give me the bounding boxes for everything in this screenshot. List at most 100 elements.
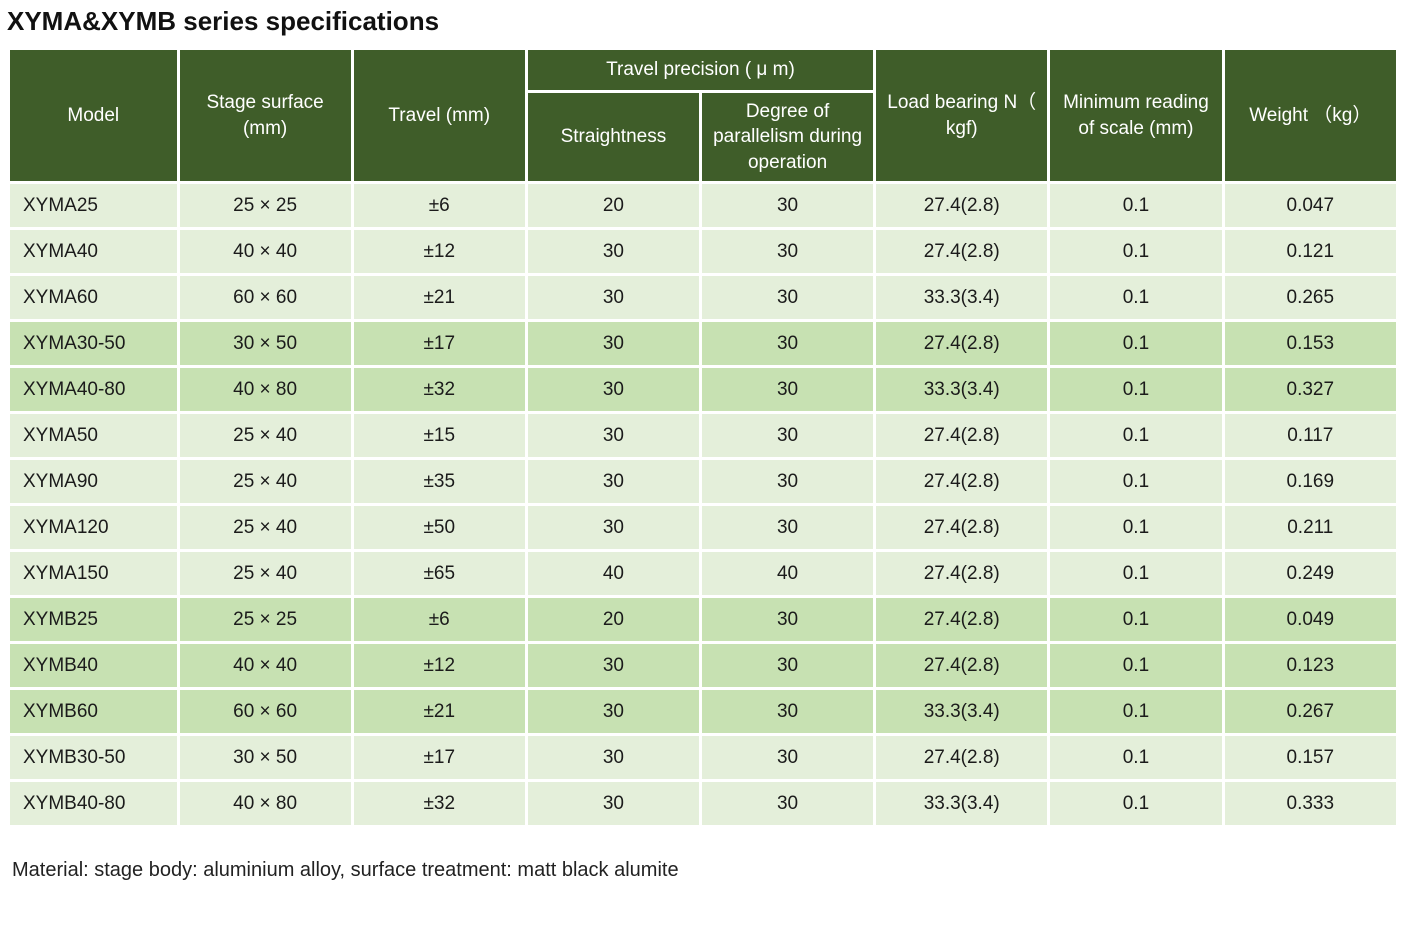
cell-straightness: 30 (527, 322, 699, 365)
cell-straightness: 30 (527, 736, 699, 779)
cell-reading: 0.1 (1050, 644, 1222, 687)
col-header-straightness: Straightness (527, 93, 699, 181)
cell-reading: 0.1 (1050, 276, 1222, 319)
cell-travel: ±32 (353, 782, 525, 825)
cell-travel: ±17 (353, 322, 525, 365)
table-row: XYMA40 40 × 40 ±12 30 30 27.4(2.8) 0.1 0.121 (10, 230, 1396, 273)
col-header-stage-surface: Stage surface (mm) (179, 50, 351, 181)
cell-straightness: 20 (527, 184, 699, 227)
cell-surface: 30 × 50 (179, 736, 351, 779)
cell-straightness: 30 (527, 460, 699, 503)
cell-reading: 0.1 (1050, 322, 1222, 365)
header-row-1: Model Stage surface (mm) Travel (mm) Tra… (10, 50, 1396, 181)
col-header-weight: Weight （kg） (1224, 50, 1396, 181)
cell-travel: ±17 (353, 736, 525, 779)
cell-load: 27.4(2.8) (876, 552, 1048, 595)
table-row: XYMB40 40 × 40 ±12 30 30 27.4(2.8) 0.1 0.123 (10, 644, 1396, 687)
cell-surface: 60 × 60 (179, 276, 351, 319)
cell-travel: ±50 (353, 506, 525, 549)
table-row: XYMA60 60 × 60 ±21 30 30 33.3(3.4) 0.1 0.265 (10, 276, 1396, 319)
cell-load: 33.3(3.4) (876, 690, 1048, 733)
cell-parallelism: 30 (701, 598, 874, 641)
table-row: XYMA150 25 × 40 ±65 40 40 27.4(2.8) 0.1 0.249 (10, 552, 1396, 595)
cell-load: 27.4(2.8) (876, 184, 1048, 227)
cell-straightness: 30 (527, 414, 699, 457)
cell-model: XYMA40-80 (10, 368, 177, 411)
cell-reading: 0.1 (1050, 506, 1222, 549)
cell-parallelism: 30 (701, 736, 874, 779)
col-header-travel-precision-group: Travel precision ( μ m) (527, 50, 874, 90)
cell-weight: 0.123 (1224, 644, 1396, 687)
col-header-model: Model (10, 50, 177, 181)
cell-reading: 0.1 (1050, 414, 1222, 457)
cell-travel: ±21 (353, 690, 525, 733)
table-row: XYMA90 25 × 40 ±35 30 30 27.4(2.8) 0.1 0.169 (10, 460, 1396, 503)
cell-weight: 0.049 (1224, 598, 1396, 641)
cell-model: XYMB40 (10, 644, 177, 687)
table-row: XYMA120 25 × 40 ±50 30 30 27.4(2.8) 0.1 0.211 (10, 506, 1396, 549)
cell-parallelism: 30 (701, 782, 874, 825)
cell-parallelism: 30 (701, 230, 874, 273)
cell-straightness: 30 (527, 276, 699, 319)
cell-load: 33.3(3.4) (876, 782, 1048, 825)
cell-reading: 0.1 (1050, 690, 1222, 733)
cell-load: 27.4(2.8) (876, 644, 1048, 687)
cell-weight: 0.121 (1224, 230, 1396, 273)
cell-travel: ±32 (353, 368, 525, 411)
col-header-min-reading: Minimum reading of scale (mm) (1050, 50, 1222, 181)
header-row-2: Straightness Degree of parallelism durin… (10, 93, 1396, 181)
cell-travel: ±15 (353, 414, 525, 457)
cell-load: 27.4(2.8) (876, 414, 1048, 457)
cell-weight: 0.157 (1224, 736, 1396, 779)
table-row: XYMA30-50 30 × 50 ±17 30 30 27.4(2.8) 0.1 0.153 (10, 322, 1396, 365)
cell-weight: 0.249 (1224, 552, 1396, 595)
cell-travel: ±6 (353, 598, 525, 641)
cell-parallelism: 30 (701, 506, 874, 549)
cell-load: 27.4(2.8) (876, 506, 1048, 549)
cell-parallelism: 40 (701, 552, 874, 595)
cell-reading: 0.1 (1050, 598, 1222, 641)
cell-weight: 0.265 (1224, 276, 1396, 319)
cell-model: XYMA120 (10, 506, 177, 549)
cell-parallelism: 30 (701, 322, 874, 365)
cell-reading: 0.1 (1050, 184, 1222, 227)
cell-parallelism: 30 (701, 644, 874, 687)
cell-weight: 0.169 (1224, 460, 1396, 503)
cell-weight: 0.327 (1224, 368, 1396, 411)
cell-surface: 25 × 25 (179, 184, 351, 227)
cell-surface: 40 × 40 (179, 230, 351, 273)
cell-model: XYMA60 (10, 276, 177, 319)
table-row: XYMB25 25 × 25 ±6 20 30 27.4(2.8) 0.1 0.049 (10, 598, 1396, 641)
cell-travel: ±12 (353, 644, 525, 687)
cell-load: 27.4(2.8) (876, 736, 1048, 779)
cell-surface: 40 × 80 (179, 782, 351, 825)
cell-surface: 40 × 80 (179, 368, 351, 411)
cell-surface: 25 × 40 (179, 414, 351, 457)
cell-model: XYMB60 (10, 690, 177, 733)
cell-parallelism: 30 (701, 368, 874, 411)
cell-parallelism: 30 (701, 184, 874, 227)
cell-load: 33.3(3.4) (876, 368, 1048, 411)
col-header-load-bearing: Load bearing N（ kgf) (876, 50, 1048, 181)
cell-weight: 0.333 (1224, 782, 1396, 825)
cell-model: XYMA30-50 (10, 322, 177, 365)
cell-reading: 0.1 (1050, 736, 1222, 779)
cell-surface: 25 × 40 (179, 506, 351, 549)
cell-travel: ±35 (353, 460, 525, 503)
table-row: XYMA50 25 × 40 ±15 30 30 27.4(2.8) 0.1 0.117 (10, 414, 1396, 457)
cell-surface: 25 × 25 (179, 598, 351, 641)
material-footnote: Material: stage body: aluminium alloy, s… (12, 859, 679, 881)
cell-straightness: 30 (527, 690, 699, 733)
cell-weight: 0.153 (1224, 322, 1396, 365)
cell-model: XYMB40-80 (10, 782, 177, 825)
cell-model: XYMA25 (10, 184, 177, 227)
cell-load: 27.4(2.8) (876, 460, 1048, 503)
col-header-parallelism: Degree of parallelism during operation (701, 93, 874, 181)
cell-straightness: 30 (527, 644, 699, 687)
cell-load: 27.4(2.8) (876, 230, 1048, 273)
cell-straightness: 30 (527, 368, 699, 411)
cell-weight: 0.047 (1224, 184, 1396, 227)
cell-surface: 30 × 50 (179, 322, 351, 365)
col-header-travel: Travel (mm) (353, 50, 525, 181)
